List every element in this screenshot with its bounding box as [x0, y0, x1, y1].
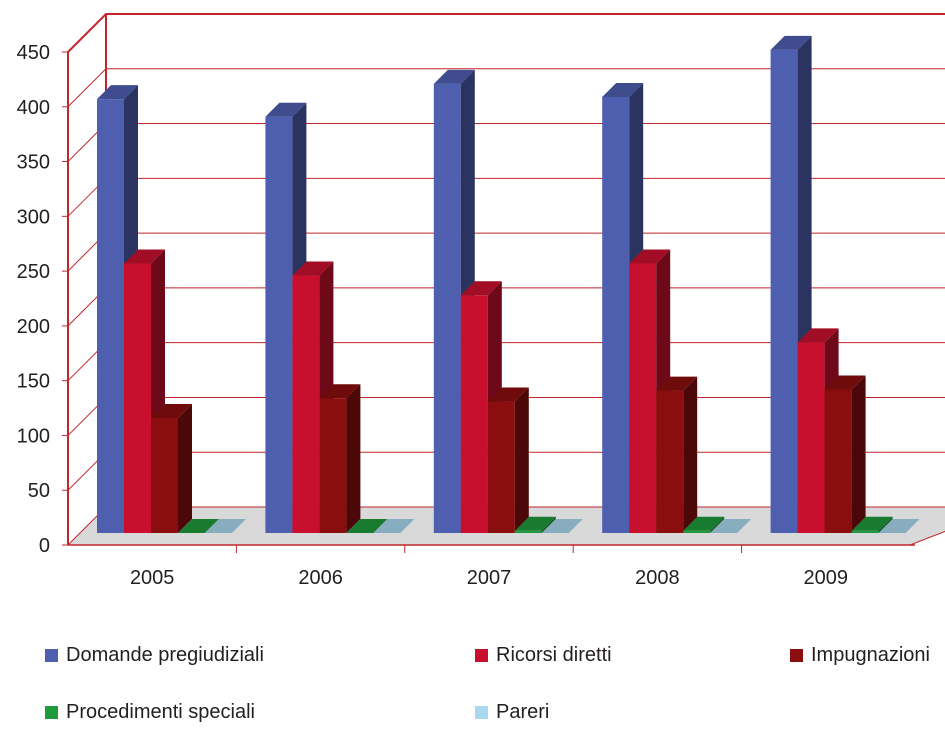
bar-front [265, 116, 293, 533]
y-tick-label: 350 [17, 152, 50, 174]
bar-front [151, 417, 178, 533]
bar-side [514, 387, 529, 533]
bar-front [319, 398, 347, 533]
bar-side [178, 403, 192, 533]
bar-front [770, 49, 798, 534]
bar-front [124, 263, 151, 533]
bar [514, 516, 556, 533]
bar-top [346, 519, 388, 533]
bar-top [319, 384, 361, 399]
bar-front [602, 96, 630, 534]
gridline [67, 68, 945, 108]
bar [710, 519, 752, 533]
bar-top [433, 69, 475, 84]
x-tick-label: 2008 [635, 567, 680, 589]
bar-front [514, 530, 542, 533]
bar [205, 519, 246, 533]
bar-top [602, 82, 644, 97]
bar-top [683, 516, 725, 531]
bar-front [797, 342, 825, 533]
bar [487, 387, 529, 533]
y-tick-label: 50 [28, 480, 50, 502]
bar-side [878, 516, 893, 533]
bar [683, 516, 725, 533]
y-tick-label: 400 [17, 97, 50, 119]
bar-top [797, 328, 839, 343]
y-tick-label: 100 [17, 425, 50, 447]
bar-top [710, 519, 752, 533]
bar-top [124, 249, 165, 264]
bar-top [97, 85, 138, 100]
bar-top [487, 387, 529, 402]
bar-front [629, 263, 657, 533]
bar [178, 519, 219, 533]
bar [124, 249, 165, 533]
bar [319, 384, 361, 533]
y-tick-label: 200 [17, 316, 50, 338]
gridline [67, 232, 945, 272]
bar-front [656, 390, 684, 533]
y-tick-label: 300 [17, 206, 50, 228]
bar-top [878, 519, 920, 533]
back-wall-top [67, 13, 945, 53]
bar-front [97, 99, 124, 533]
gridline [67, 177, 945, 217]
bar [151, 403, 192, 533]
y-tick-label: 0 [39, 535, 50, 557]
y-tick-label: 150 [17, 371, 50, 393]
bar-side [710, 516, 725, 533]
bar-top [629, 249, 671, 264]
bar [541, 519, 583, 533]
y-axis-ticks: 0 50 100 150 200 250 300 350 400 450 [17, 42, 68, 557]
bar [878, 519, 920, 533]
y-tick-label: 250 [17, 261, 50, 283]
x-tick-label: 2006 [298, 567, 343, 589]
bar-front [487, 401, 515, 533]
bar-front [683, 530, 711, 533]
gridline [67, 13, 945, 53]
bar-side [346, 384, 361, 533]
bar [373, 519, 415, 533]
bar-side [851, 375, 866, 533]
bar-top [460, 281, 502, 296]
bars [97, 35, 920, 534]
bar-top [205, 519, 246, 533]
bar-front [824, 389, 852, 533]
bar-top [851, 516, 893, 531]
bar-top [514, 516, 556, 531]
x-tick-label: 2005 [130, 567, 175, 589]
bar-top [292, 261, 334, 276]
bar-top [178, 519, 219, 533]
bar-top [541, 519, 583, 533]
bar-side [541, 516, 556, 533]
x-tick-label: 2007 [467, 567, 512, 589]
bar [656, 376, 698, 533]
bar [824, 375, 866, 533]
bar-top [151, 403, 192, 418]
bar-top [770, 35, 812, 50]
bar-top [656, 376, 698, 391]
bar [851, 516, 893, 533]
bar-front [292, 275, 320, 533]
bar-front [851, 530, 879, 533]
gridline [67, 287, 945, 327]
x-axis-ticks: 2005 2006 2007 2008 2009 [130, 545, 848, 589]
bar-side [683, 376, 698, 533]
bar-front [460, 295, 488, 533]
bar-top [373, 519, 415, 533]
bar-front [433, 83, 461, 534]
bar [346, 519, 388, 533]
bar-top [265, 102, 307, 117]
bar-top [824, 375, 866, 390]
y-tick-label: 450 [17, 42, 50, 64]
x-tick-label: 2009 [804, 567, 849, 589]
gridline [67, 123, 945, 162]
